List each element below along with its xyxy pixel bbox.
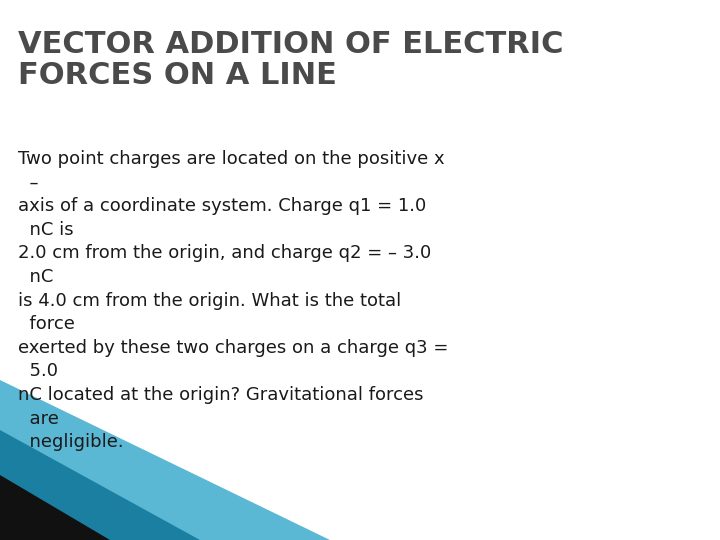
Text: VECTOR ADDITION OF ELECTRIC
FORCES ON A LINE: VECTOR ADDITION OF ELECTRIC FORCES ON A … xyxy=(18,30,564,90)
Polygon shape xyxy=(0,380,330,540)
Polygon shape xyxy=(0,430,200,540)
Polygon shape xyxy=(0,475,110,540)
Text: Two point charges are located on the positive x
  –
axis of a coordinate system.: Two point charges are located on the pos… xyxy=(18,150,449,451)
